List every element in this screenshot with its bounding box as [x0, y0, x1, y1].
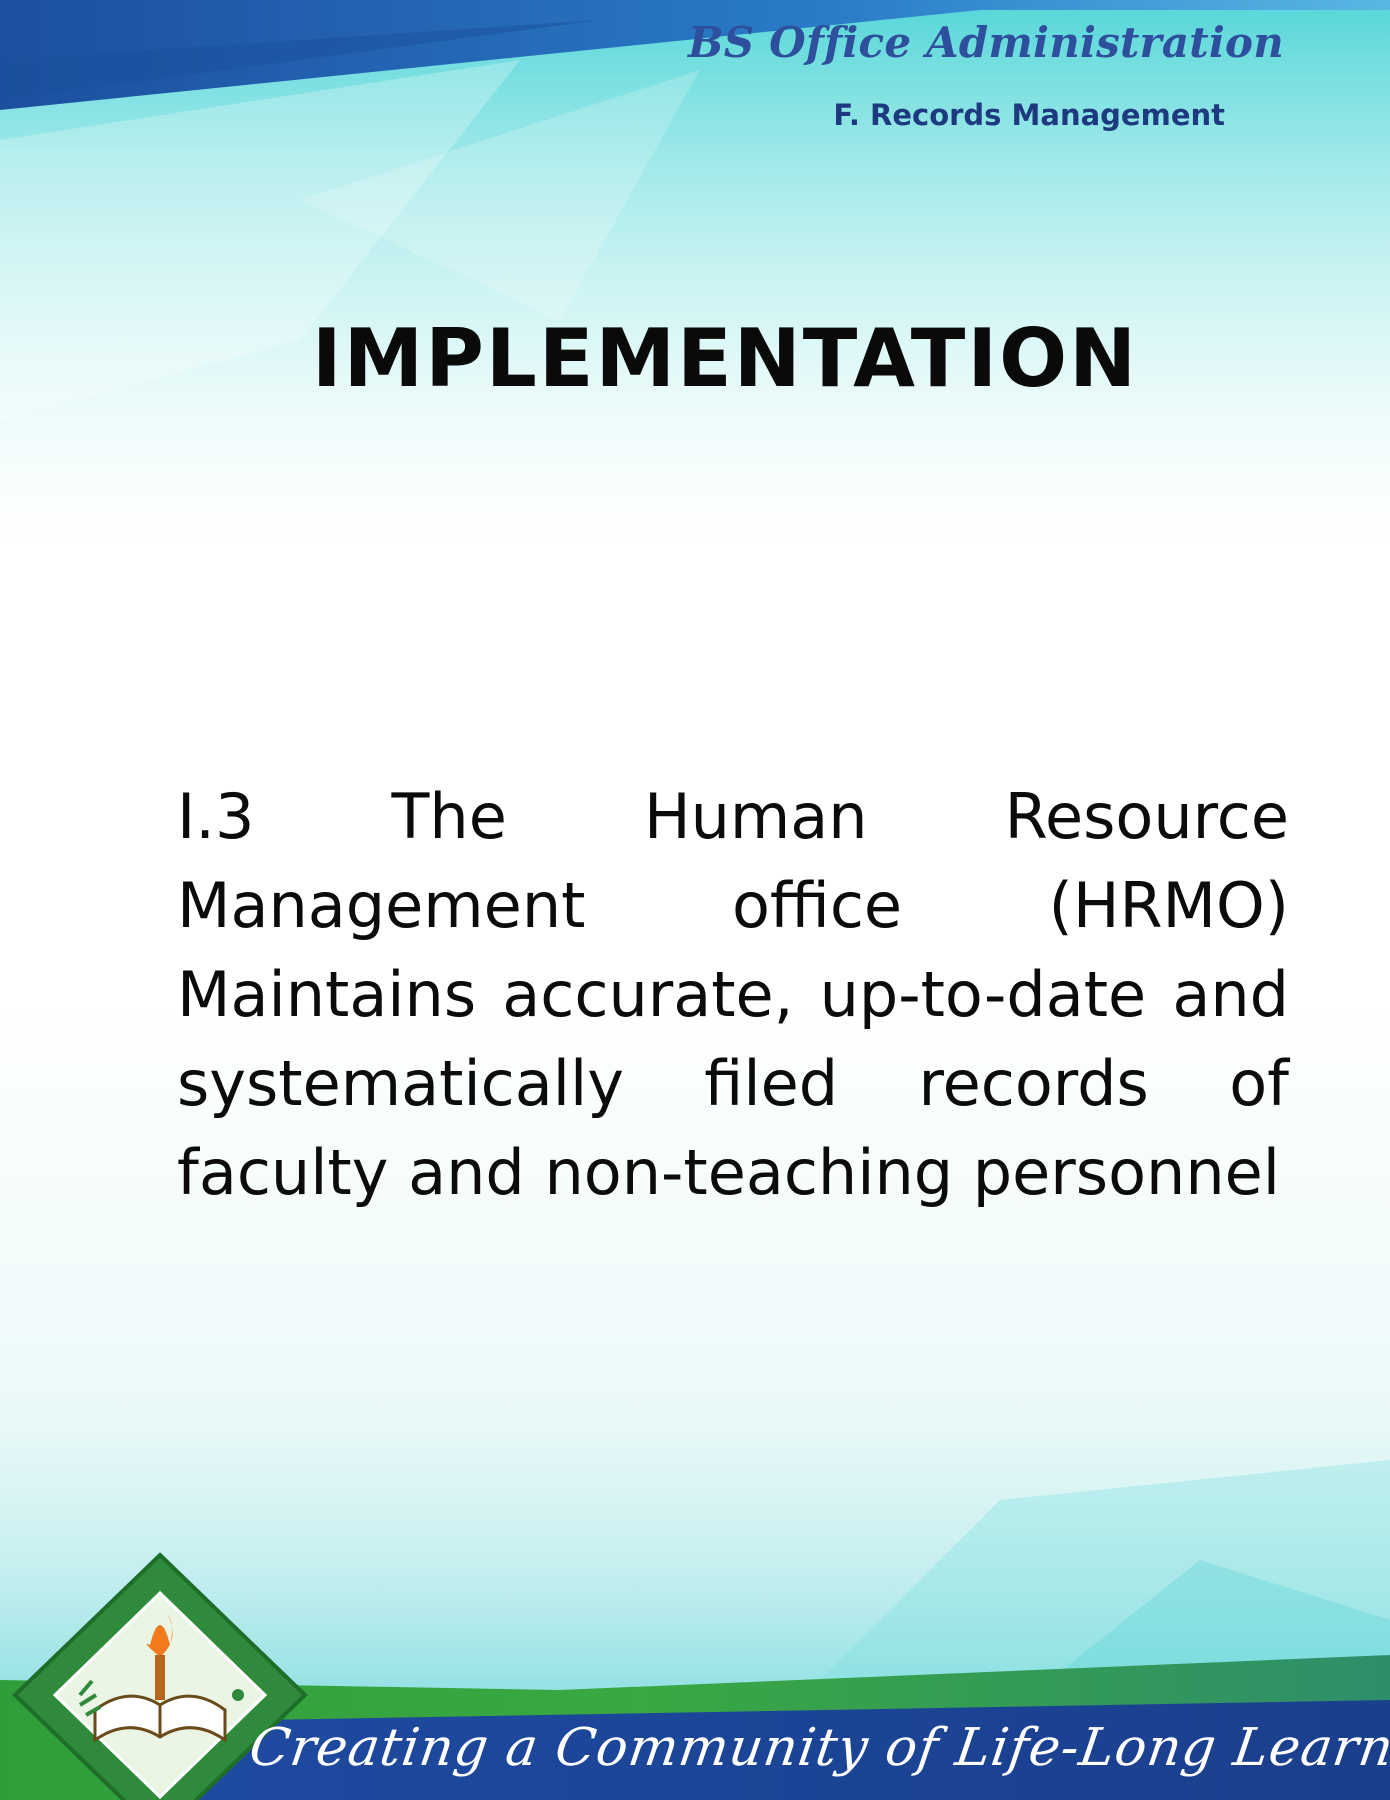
university-seal-logo — [12, 1552, 308, 1800]
top-shard-2 — [300, 70, 700, 320]
torch-flame-icon — [146, 1615, 173, 1657]
top-blue-band — [0, 0, 1390, 110]
top-shard — [0, 60, 520, 420]
bottom-blue-band — [180, 1700, 1390, 1800]
section-subtitle: F. Records Management — [833, 98, 1225, 132]
program-title: BS Office Administration — [688, 18, 1284, 67]
page-title: IMPLEMENTATION — [311, 312, 1139, 405]
body-paragraph: I.3 The Human Resource Management office… — [177, 780, 1289, 1209]
top-blue-shade — [0, 20, 600, 100]
top-teal-wash — [0, 0, 1390, 560]
footer-tagline: Creating a Community of Life-Long Learne… — [245, 1718, 1390, 1778]
